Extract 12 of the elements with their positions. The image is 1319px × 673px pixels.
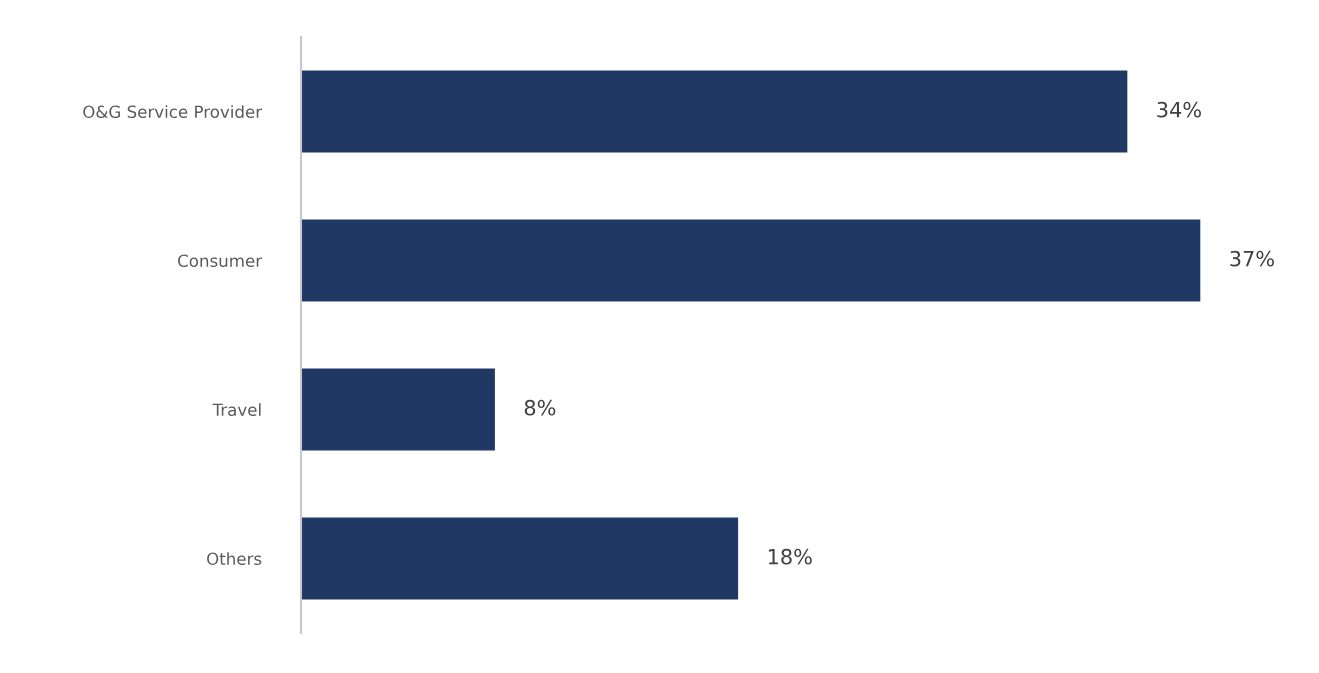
y-tick-label: Travel [212,403,261,417]
y-tick-label: O&G Service Provider [83,105,263,119]
data-label: 37% [1230,250,1274,267]
data-label: 34% [1157,101,1201,118]
bar [301,218,1201,303]
data-label: 18% [768,548,812,565]
data-label: 8% [524,399,556,416]
bar [301,367,497,452]
y-tick-label: Others [207,552,262,566]
bar [301,516,740,601]
bar [301,69,1129,154]
y-tick-label: Consumer [178,254,263,268]
